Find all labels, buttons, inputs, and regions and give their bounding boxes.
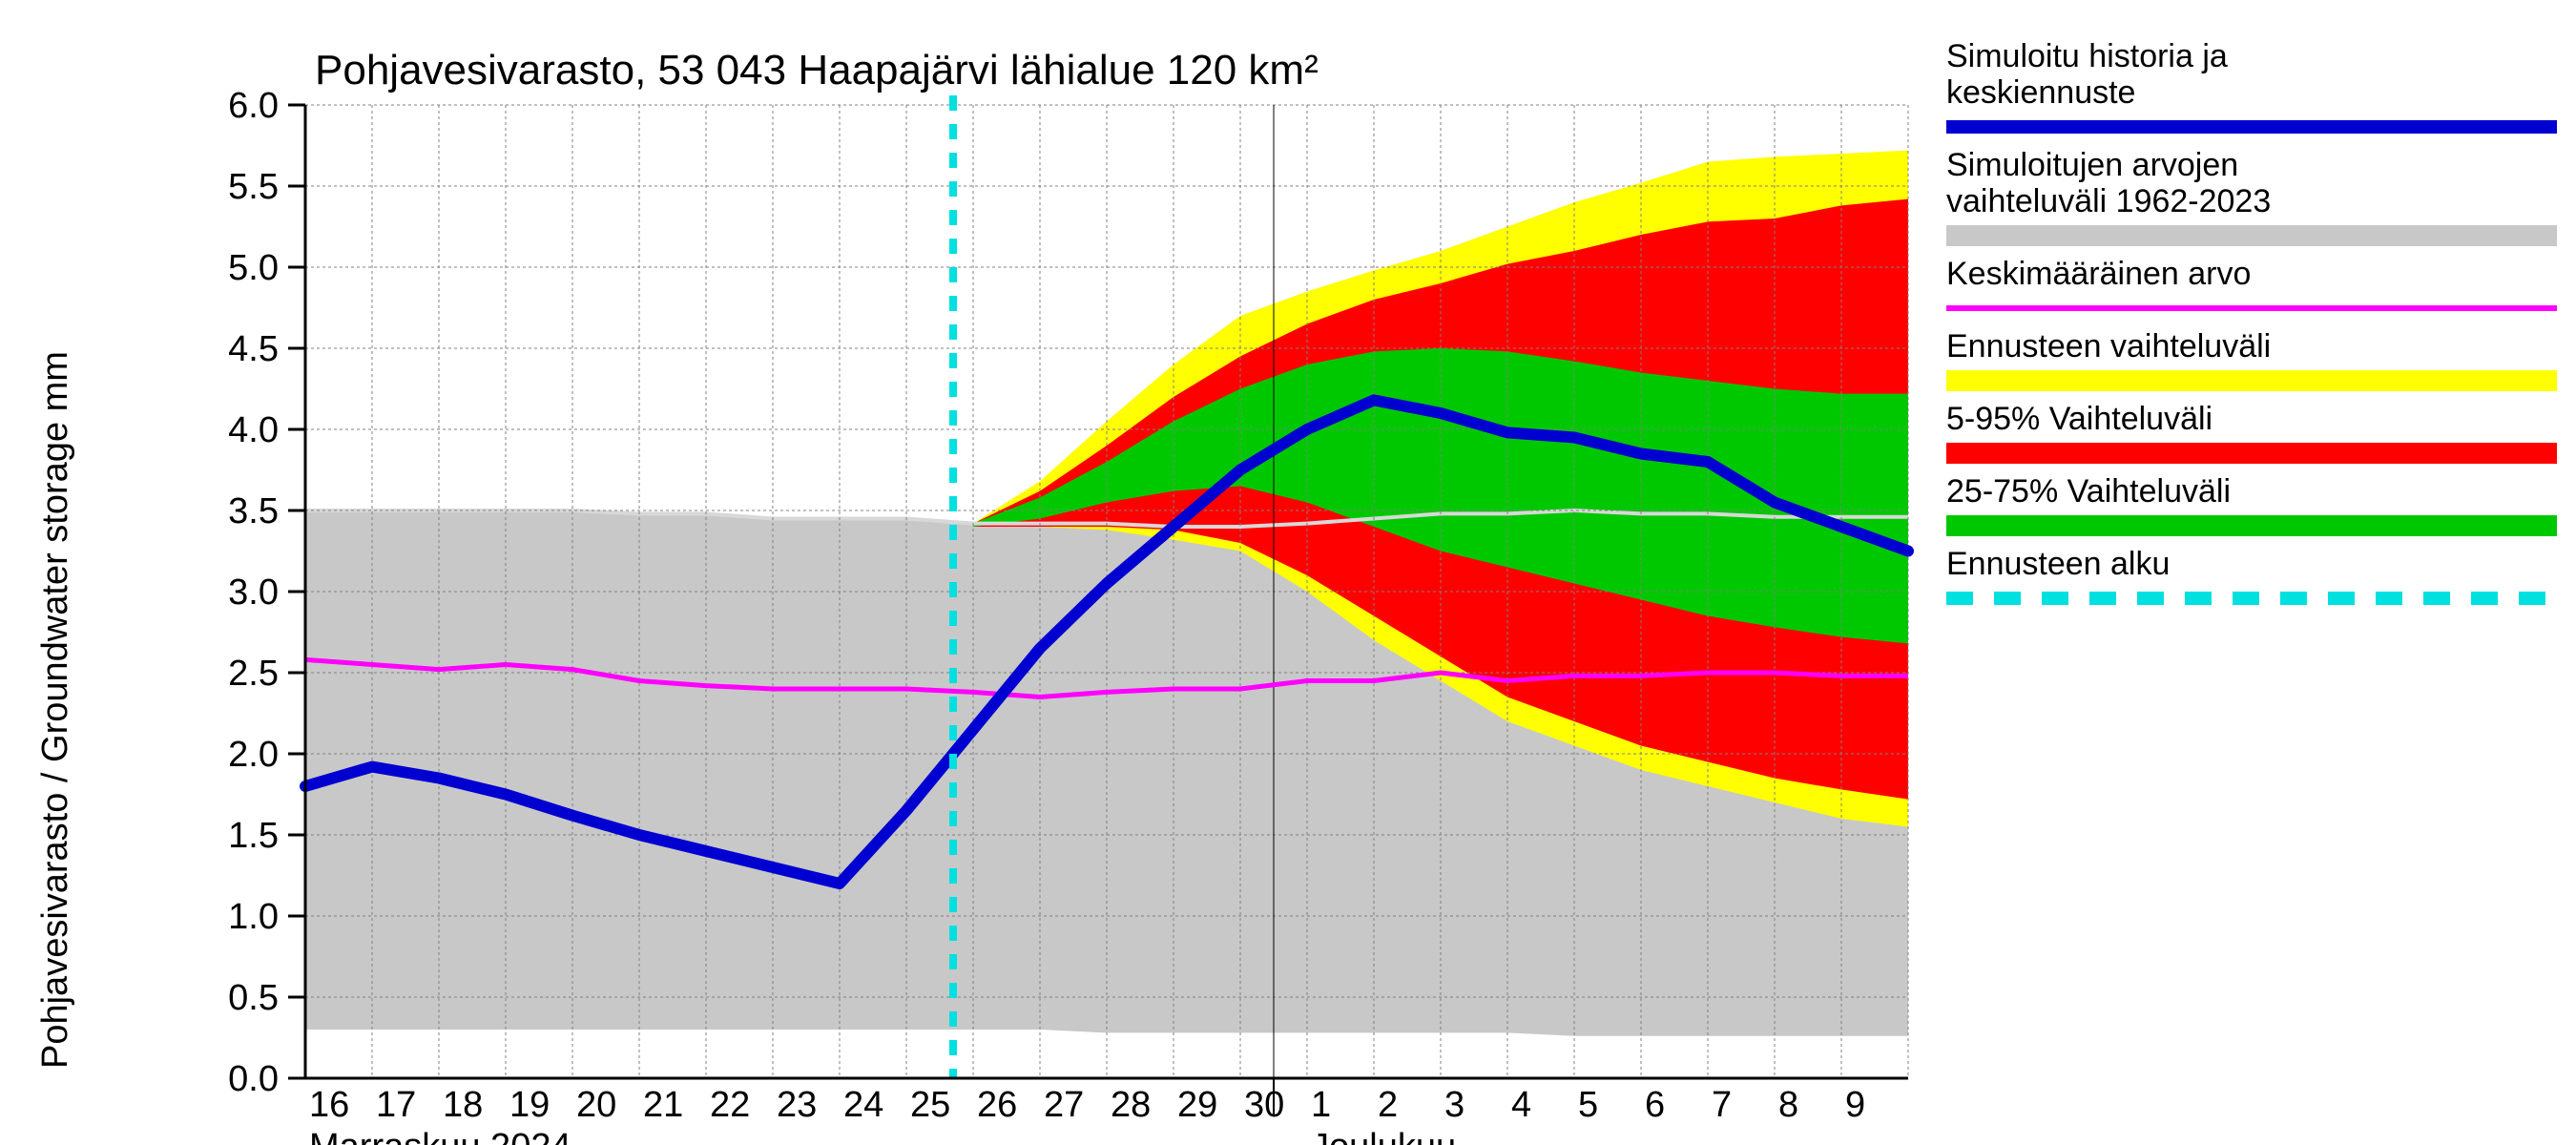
x-tick-label: 27 <box>1044 1085 1084 1125</box>
x-tick-label: 5 <box>1578 1085 1598 1125</box>
chart-svg: 0.0 0.5 1.0 1.5 2.0 2.5 3.0 3.5 4.0 4.5 5.0 5.5 6.0 1… <box>0 0 2576 1145</box>
legend-label-2: keskiennuste <box>1946 74 2135 111</box>
x-tick-label: 29 <box>1177 1085 1217 1125</box>
y-tick-label: 3.5 <box>228 491 279 531</box>
legend-label: Simuloitujen arvojen <box>1946 147 2238 183</box>
x-tick-label: 16 <box>309 1085 349 1125</box>
x-tick-label: 8 <box>1778 1085 1798 1125</box>
y-tick-label: 0.0 <box>228 1059 279 1099</box>
x-tick-label: 25 <box>910 1085 950 1125</box>
legend-label: Ennusteen vaihteluväli <box>1946 328 2271 364</box>
x-tick-label: 23 <box>777 1085 817 1125</box>
y-tick-label: 3.0 <box>228 572 279 613</box>
x-tick-label: 7 <box>1712 1085 1732 1125</box>
month-label-fi: Marraskuu 2024 <box>309 1127 571 1145</box>
y-tick-label: 6.0 <box>228 86 279 126</box>
legend-label: 25-75% Vaihteluväli <box>1946 473 2231 510</box>
chart-container: 0.0 0.5 1.0 1.5 2.0 2.5 3.0 3.5 4.0 4.5 5.0 5.5 6.0 1… <box>0 0 2576 1145</box>
y-tick-label: 5.5 <box>228 167 279 207</box>
legend-swatch-area <box>1946 370 2557 391</box>
legend-label-2: vaihteluväli 1962-2023 <box>1946 183 2271 219</box>
x-tick-label: 20 <box>576 1085 616 1125</box>
y-tick-label: 4.0 <box>228 410 279 450</box>
month-label-fi: Joulukuu <box>1311 1127 1456 1145</box>
x-tick-label: 26 <box>977 1085 1017 1125</box>
x-tick-label: 1 <box>1311 1085 1331 1125</box>
legend-swatch-area <box>1946 515 2557 536</box>
x-tick-label: 19 <box>509 1085 550 1125</box>
legend-label: Keskimääräinen arvo <box>1946 256 2251 292</box>
x-tick-label: 6 <box>1645 1085 1665 1125</box>
legend-label: Simuloitu historia ja <box>1946 38 2228 74</box>
x-tick-label: 2 <box>1378 1085 1398 1125</box>
legend-swatch-area <box>1946 443 2557 464</box>
x-tick-label: 21 <box>643 1085 683 1125</box>
x-tick-label: 28 <box>1111 1085 1151 1125</box>
y-tick-label: 1.5 <box>228 816 279 856</box>
legend-label: Ennusteen alku <box>1946 546 2170 582</box>
y-tick-label: 1.0 <box>228 897 279 937</box>
x-tick-label: 18 <box>443 1085 483 1125</box>
x-tick-label: 22 <box>710 1085 750 1125</box>
y-tick-label: 5.0 <box>228 248 279 288</box>
legend-label: 5-95% Vaihteluväli <box>1946 401 2212 437</box>
y-tick-label: 2.0 <box>228 735 279 775</box>
x-tick-label: 3 <box>1444 1085 1465 1125</box>
y-tick-label: 0.5 <box>228 978 279 1018</box>
x-tick-label: 4 <box>1511 1085 1531 1125</box>
y-tick-label: 2.5 <box>228 654 279 694</box>
x-tick-label: 9 <box>1845 1085 1865 1125</box>
x-tick-label: 24 <box>843 1085 883 1125</box>
y-tick-label: 4.5 <box>228 329 279 369</box>
y-axis-label: Pohjavesivarasto / Groundwater storage m… <box>35 351 75 1069</box>
chart-title: Pohjavesivarasto, 53 043 Haapajärvi lähi… <box>315 47 1319 94</box>
x-tick-label: 17 <box>376 1085 416 1125</box>
legend-swatch-area <box>1946 225 2557 246</box>
x-tick-label: 30 <box>1244 1085 1284 1125</box>
